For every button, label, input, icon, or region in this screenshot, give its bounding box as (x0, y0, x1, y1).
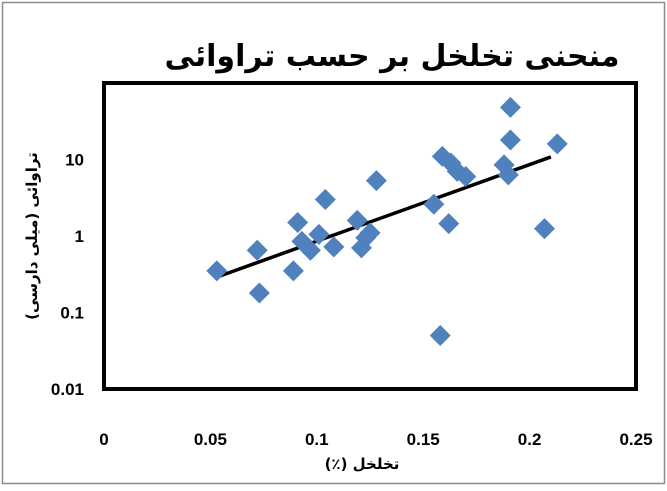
y-tick-label: 10 (65, 151, 84, 170)
data-point (299, 239, 321, 261)
data-point (497, 164, 519, 186)
data-point (314, 189, 336, 211)
data-point (323, 236, 345, 258)
data-point (499, 96, 521, 118)
data-point (493, 154, 515, 176)
data-point (365, 170, 387, 192)
chart-title: منحنی تخلخل بر حسب تراوائی (165, 39, 620, 74)
y-tick-label: 0.1 (60, 304, 84, 323)
data-point (455, 165, 477, 187)
data-point (206, 260, 228, 282)
data-point (248, 282, 270, 304)
data-point (533, 218, 555, 240)
data-point (308, 223, 330, 245)
data-point (346, 209, 368, 231)
x-axis-ticks: 0 0.05 0.1 0.15 0.2 0.25 (99, 430, 652, 449)
y-axis-label: تراوائی (میلی دارسی) (23, 152, 41, 320)
x-tick-label: 0.15 (407, 430, 440, 449)
data-point (287, 212, 309, 234)
data-point (429, 325, 451, 347)
x-tick-label: 0.25 (619, 430, 652, 449)
data-point (546, 133, 568, 155)
x-tick-label: 0 (99, 430, 108, 449)
x-tick-label: 0.05 (194, 430, 227, 449)
x-axis-label: تخلخل (٪) (325, 455, 400, 473)
data-points (206, 96, 568, 347)
data-point (423, 193, 445, 215)
y-tick-label: 0.01 (51, 380, 84, 399)
x-tick-label: 0.1 (305, 430, 329, 449)
y-tick-label: 1 (75, 227, 84, 246)
data-point (438, 213, 460, 235)
y-axis-ticks: 0.01 0.1 1 10 (51, 151, 84, 400)
data-point (499, 129, 521, 151)
data-point (359, 222, 381, 244)
data-point (246, 239, 268, 261)
data-point (282, 260, 304, 282)
x-tick-label: 0.2 (518, 430, 542, 449)
trendline (216, 155, 552, 279)
